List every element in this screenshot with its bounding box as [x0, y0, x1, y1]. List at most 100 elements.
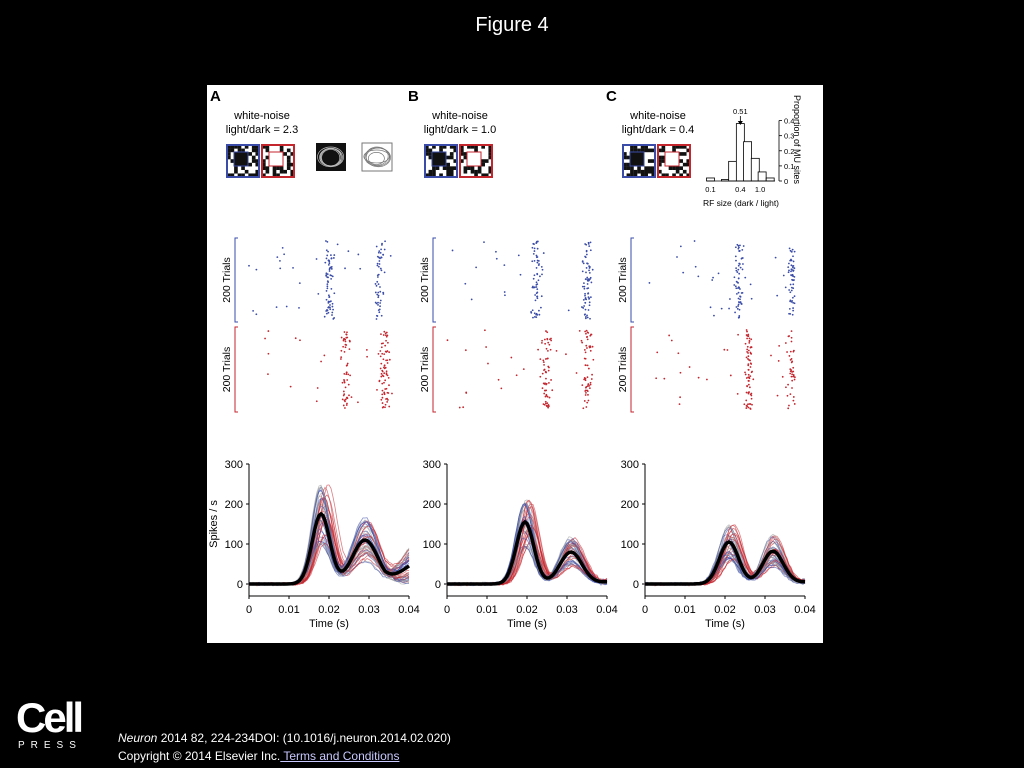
spike — [745, 377, 748, 379]
spike — [747, 335, 750, 337]
spike — [790, 340, 793, 343]
spike — [735, 293, 738, 295]
spike — [688, 366, 691, 368]
spike — [298, 306, 300, 309]
spike — [546, 331, 549, 334]
spike — [738, 308, 741, 311]
spike — [543, 383, 546, 385]
spike — [581, 260, 584, 263]
spike — [586, 316, 589, 319]
spike — [586, 385, 589, 387]
spike — [326, 287, 329, 290]
spike — [541, 387, 544, 390]
spike — [330, 287, 333, 290]
spike — [584, 379, 587, 382]
psth-x-tick-label: 0.02 — [714, 604, 735, 616]
spike — [539, 358, 542, 361]
psth-mean-line — [447, 519, 607, 586]
psth-y-label: Spikes / s — [208, 500, 220, 548]
spike — [346, 362, 349, 365]
spike — [383, 381, 385, 384]
spike — [540, 341, 543, 344]
spike — [543, 403, 546, 406]
spike — [745, 356, 748, 359]
spike — [348, 394, 350, 397]
spike — [587, 331, 590, 334]
spike — [737, 247, 740, 250]
psth-x-tick-label: 0 — [642, 604, 648, 616]
spike — [720, 307, 723, 310]
spike — [591, 345, 594, 348]
spike — [387, 376, 390, 379]
spike — [341, 381, 344, 384]
spike — [386, 397, 388, 400]
spike — [533, 259, 536, 262]
logo-word: Cell — [16, 694, 84, 741]
spike — [328, 306, 331, 309]
spike — [588, 245, 591, 248]
psth-y-tick-label: 100 — [621, 539, 639, 551]
spike — [789, 350, 792, 353]
spike — [377, 251, 380, 254]
raster-bracket — [234, 237, 238, 323]
spike — [548, 396, 551, 399]
spike — [345, 404, 348, 406]
spike — [326, 283, 329, 286]
spike — [345, 371, 348, 374]
spike — [380, 314, 383, 317]
spike — [384, 334, 387, 337]
spike — [388, 405, 391, 408]
spike — [343, 393, 346, 396]
spike — [587, 393, 589, 396]
spike — [548, 405, 550, 407]
spike — [729, 374, 732, 377]
spike — [475, 266, 478, 269]
psth-C: 0 100 200 300 0 0.01 0.02 0.03 0.04 Time (s) — [621, 459, 816, 630]
spike — [535, 254, 538, 257]
spike — [383, 330, 386, 333]
spike — [793, 302, 796, 305]
spike — [787, 383, 789, 386]
spike — [267, 330, 270, 332]
spike — [539, 275, 541, 278]
copyright-text: Copyright © 2014 Elsevier Inc. — [118, 749, 281, 763]
spike — [738, 272, 741, 275]
psth-y-tick-label: 100 — [423, 539, 441, 551]
spike — [548, 343, 551, 346]
psth-y-tick-label: 100 — [225, 539, 243, 551]
spike — [294, 337, 297, 340]
spike — [503, 291, 506, 293]
spike — [749, 366, 752, 368]
raster-red: 200 Trials — [419, 326, 595, 413]
terms-link[interactable]: Terms and Conditions — [280, 749, 400, 763]
spike — [365, 349, 368, 351]
spike — [736, 307, 739, 310]
spike — [255, 268, 258, 271]
spike — [336, 243, 339, 246]
spike — [377, 294, 380, 297]
cell-press-logo: Cell PRESS — [16, 694, 86, 752]
spike — [344, 386, 347, 389]
spike — [586, 376, 589, 379]
spike — [584, 256, 587, 259]
spike — [733, 276, 736, 279]
spike — [737, 333, 739, 336]
spike — [377, 301, 379, 304]
spike — [575, 372, 578, 374]
spike — [584, 243, 587, 245]
spike — [586, 338, 589, 341]
hist-bar — [743, 141, 752, 182]
spike — [583, 285, 586, 288]
spike — [748, 386, 751, 389]
spike — [785, 386, 787, 389]
spike — [379, 251, 382, 254]
spike — [283, 253, 286, 256]
spike — [792, 350, 795, 353]
spike — [740, 292, 743, 294]
spike — [584, 351, 587, 354]
spike — [384, 403, 387, 406]
spike — [589, 241, 592, 244]
spike — [536, 240, 539, 243]
spike — [348, 348, 351, 351]
spike — [744, 342, 747, 345]
